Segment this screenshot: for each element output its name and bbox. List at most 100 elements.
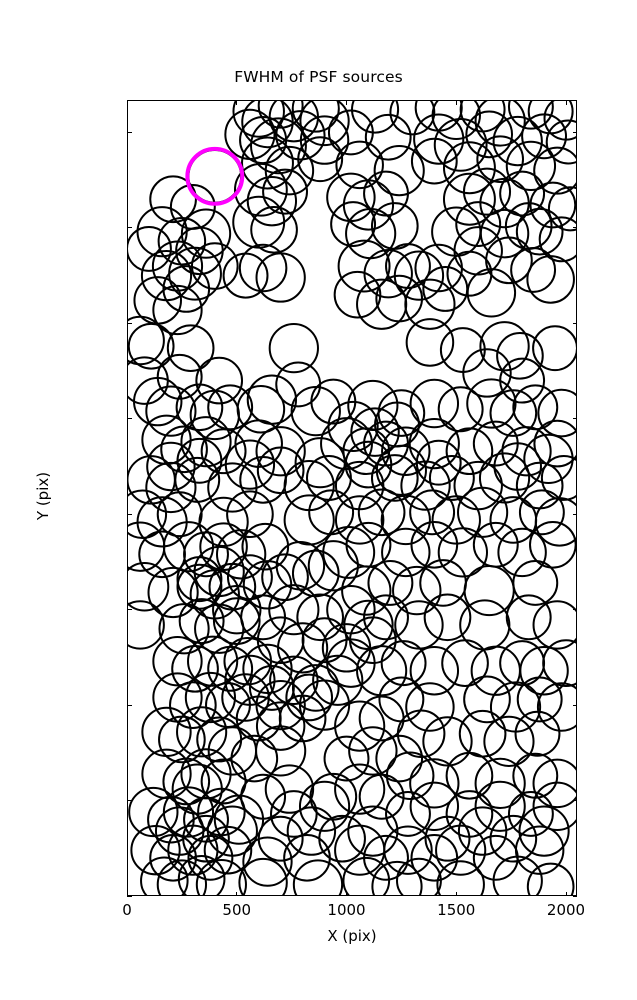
source-circle	[358, 773, 405, 820]
source-circle	[152, 636, 203, 687]
source-circle	[529, 181, 577, 229]
source-circle	[171, 645, 219, 693]
y-tick-mark	[572, 322, 577, 324]
source-circle	[318, 814, 366, 863]
x-tick-mark	[236, 891, 238, 896]
source-circle	[540, 455, 577, 501]
source-circle	[206, 805, 258, 857]
source-circle	[190, 242, 239, 290]
y-tick-mark	[127, 800, 132, 802]
source-circle	[145, 461, 197, 514]
source-circle	[383, 825, 433, 875]
x-tick-mark	[126, 891, 128, 896]
source-circle	[479, 321, 530, 372]
source-circle	[200, 758, 247, 805]
source-circle	[470, 645, 521, 696]
source-circle	[238, 857, 288, 896]
source-circle	[458, 709, 507, 758]
source-circle	[526, 255, 575, 304]
y-tick-mark	[127, 418, 132, 420]
source-circle	[323, 735, 370, 782]
x-tick-mark	[346, 100, 348, 105]
source-circle	[373, 145, 425, 197]
source-circle	[505, 594, 552, 641]
source-circle	[250, 117, 307, 175]
source-circle	[381, 426, 431, 476]
source-circle	[176, 556, 223, 603]
y-tick-mark	[572, 227, 577, 229]
source-circle	[233, 162, 288, 217]
x-tick-mark	[346, 891, 348, 896]
source-circle	[291, 549, 340, 598]
psf-source-circles	[127, 100, 577, 896]
source-circle	[224, 654, 276, 706]
source-circle	[321, 623, 372, 673]
source-circle	[152, 672, 203, 723]
x-tick-mark	[565, 100, 567, 105]
source-circle	[523, 433, 574, 485]
source-circle	[171, 763, 223, 815]
x-tick-mark	[455, 891, 457, 896]
source-circle	[476, 135, 525, 184]
source-circle	[532, 781, 577, 831]
source-circle	[158, 603, 210, 655]
source-circle	[466, 378, 517, 429]
source-circle	[160, 425, 208, 474]
y-tick-mark	[127, 895, 132, 897]
source-circle	[437, 527, 489, 578]
source-circle	[327, 400, 379, 453]
source-circle	[463, 564, 515, 617]
source-circle	[127, 356, 169, 405]
source-circle	[270, 790, 318, 838]
source-circle	[410, 520, 459, 569]
source-circle	[424, 815, 471, 862]
source-circle	[195, 356, 244, 405]
source-circle	[194, 603, 245, 654]
source-circle	[375, 444, 427, 496]
source-circle	[333, 270, 382, 319]
source-circle	[364, 113, 412, 161]
source-circle	[462, 167, 512, 216]
source-circle	[389, 100, 436, 136]
source-circle	[256, 446, 305, 495]
source-circle	[526, 862, 575, 896]
source-circle	[241, 136, 294, 190]
source-circle	[298, 780, 351, 832]
source-circle	[367, 559, 414, 606]
source-circle	[492, 855, 543, 896]
y-tick-mark	[572, 513, 577, 515]
page-title: FWHM of PSF sources	[234, 68, 403, 86]
source-circle	[241, 522, 290, 571]
source-circle	[445, 427, 494, 476]
source-circle	[489, 681, 542, 733]
source-circle	[268, 323, 319, 374]
source-circle	[474, 100, 526, 147]
source-circle	[350, 407, 400, 457]
source-circle	[162, 265, 211, 313]
source-circle	[341, 565, 392, 616]
source-circle	[255, 252, 306, 303]
source-circle	[521, 113, 568, 160]
x-tick-mark	[236, 100, 238, 105]
source-circle	[405, 682, 455, 732]
source-circle	[380, 494, 431, 546]
source-circle	[463, 675, 511, 724]
source-circle	[423, 593, 472, 642]
source-circle	[413, 113, 465, 165]
source-circle	[409, 758, 460, 809]
source-circle	[212, 597, 261, 645]
source-circle	[156, 491, 203, 538]
source-circle	[479, 208, 530, 259]
source-circle	[283, 494, 335, 546]
source-circle	[216, 529, 267, 580]
source-circle	[246, 176, 298, 227]
source-circle	[518, 805, 570, 857]
source-circle	[246, 374, 298, 425]
source-circle	[127, 562, 170, 612]
source-circle	[334, 824, 386, 876]
source-circle	[261, 553, 309, 602]
x-tick-label: 2000	[546, 901, 586, 919]
source-circle	[532, 325, 577, 372]
source-circle	[516, 676, 563, 723]
